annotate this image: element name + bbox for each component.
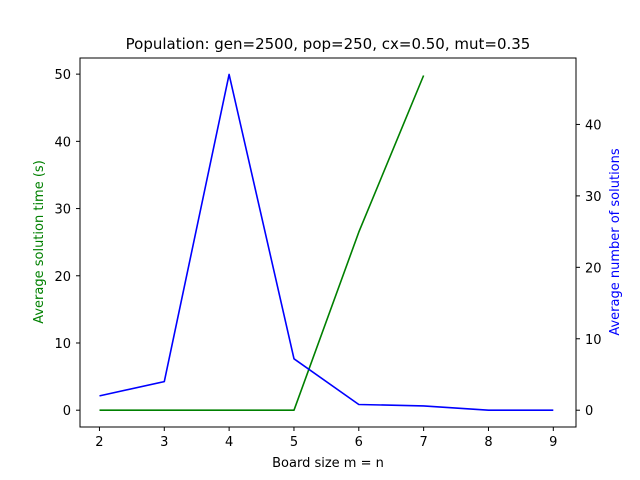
x-tick-label: 2 — [95, 435, 103, 450]
x-tick-label: 3 — [160, 435, 168, 450]
chart-title: Population: gen=2500, pop=250, cx=0.50, … — [126, 35, 531, 53]
x-tick-label: 9 — [549, 435, 557, 450]
left-y-tick-label: 20 — [54, 270, 71, 285]
right-y-axis-ticks: 0 10 20 30 40 — [576, 118, 602, 419]
solution-count-line — [99, 73, 554, 412]
solution-time-line — [99, 75, 425, 412]
x-axis-ticks: 2 3 4 5 6 7 8 9 — [95, 427, 557, 450]
right-y-tick-label: 40 — [585, 118, 602, 133]
left-y-axis-ticks: 0 10 20 30 40 50 — [54, 68, 80, 419]
x-axis-label: Board size m = n — [272, 456, 384, 471]
plot-area-frame — [79, 57, 577, 428]
left-y-tick-label: 10 — [54, 337, 71, 352]
x-tick-label: 7 — [419, 435, 427, 450]
right-y-axis-label: Average number of solutions — [608, 148, 623, 336]
x-tick-label: 4 — [225, 435, 233, 450]
right-y-tick-label: 20 — [585, 261, 602, 276]
right-y-tick-label: 0 — [585, 404, 593, 419]
left-y-tick-label: 40 — [54, 135, 71, 150]
right-y-tick-label: 10 — [585, 333, 602, 348]
x-tick-label: 8 — [484, 435, 492, 450]
left-y-tick-label: 0 — [63, 404, 71, 419]
left-y-tick-label: 50 — [54, 68, 71, 83]
series-lines — [99, 73, 554, 412]
left-y-axis-label: Average solution time (s) — [32, 160, 47, 324]
left-y-tick-label: 30 — [54, 203, 71, 218]
right-y-tick-label: 30 — [585, 190, 602, 205]
x-tick-label: 6 — [355, 435, 363, 450]
x-tick-label: 5 — [290, 435, 298, 450]
